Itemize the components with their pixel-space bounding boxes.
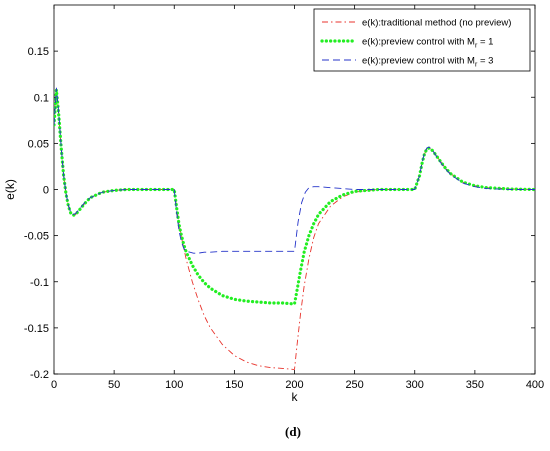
y-tick-label: -0.2	[30, 369, 49, 381]
y-axis-label: e(k)	[3, 179, 17, 200]
legend-entry-text: e(k):traditional method (no preview)	[362, 18, 511, 29]
legend-entry-3: e(k):preview control with Mr = 3	[362, 56, 493, 69]
y-tick-label: 0	[43, 185, 49, 197]
series-line-3	[54, 87, 535, 254]
y-tick-label: 0.1	[34, 92, 49, 104]
legend: e(k):traditional method (no preview) e(k)…	[313, 8, 531, 72]
series-line-2	[54, 88, 535, 306]
legend-entry-text: e(k):preview control with M	[362, 37, 475, 48]
x-tick-label: 100	[165, 379, 183, 391]
x-tick-label: 200	[285, 379, 303, 391]
y-axis-ticks: -0.2 -0.15 -0.1 -0.05 0 0.05 0.1 0.15	[24, 46, 535, 381]
panel-label: (d)	[285, 424, 301, 439]
y-tick-label: -0.1	[30, 277, 49, 289]
y-tick-label: -0.15	[24, 323, 49, 335]
x-tick-label: 300	[406, 379, 424, 391]
legend-box	[313, 8, 531, 72]
x-tick-label: 400	[526, 379, 544, 391]
x-axis-ticks: 0 50 100 150 200 250 300 350 400	[51, 5, 544, 391]
x-tick-label: 250	[345, 379, 363, 391]
x-axis-label: k	[292, 390, 299, 404]
x-tick-label: 50	[108, 379, 120, 391]
y-tick-label: 0.05	[28, 138, 49, 150]
x-tick-label: 350	[466, 379, 484, 391]
y-tick-label: -0.05	[24, 231, 49, 243]
series-layer	[54, 87, 535, 370]
legend-entry-2: e(k):preview control with Mr = 1	[362, 37, 493, 50]
legend-entry-tail: = 1	[477, 37, 493, 48]
legend-entry-text: e(k):preview control with M	[362, 56, 475, 67]
x-tick-label: 150	[225, 379, 243, 391]
legend-entry-subscript: r	[475, 43, 478, 50]
series-line-1	[54, 89, 535, 370]
legend-entry-tail: = 3	[477, 56, 493, 67]
y-tick-label: 0.15	[28, 46, 49, 58]
legend-entry-1: e(k):traditional method (no preview)	[362, 18, 511, 29]
legend-entry-subscript: r	[475, 62, 478, 69]
x-tick-label: 0	[51, 379, 57, 391]
